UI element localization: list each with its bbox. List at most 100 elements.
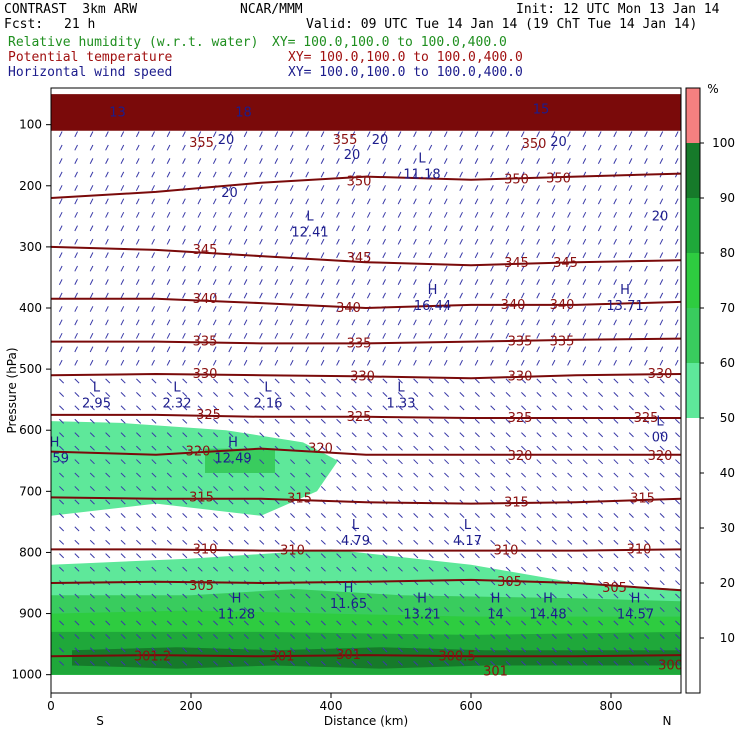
- wind-vector: [505, 131, 510, 138]
- wind-vector: [567, 660, 573, 666]
- wind-vector: [351, 292, 356, 299]
- wind-vector: [197, 378, 203, 384]
- wind-vector: [582, 445, 588, 451]
- wind-vector: [382, 144, 386, 151]
- wind-vector: [644, 620, 650, 626]
- wind-vector: [59, 418, 65, 424]
- wind-vector: [367, 378, 373, 384]
- wind-vector: [259, 472, 265, 478]
- wind-vector: [243, 346, 248, 353]
- wind-vector: [644, 198, 648, 205]
- wind-vector: [166, 332, 171, 339]
- wind-vector: [305, 131, 309, 138]
- wind-vector: [274, 265, 279, 272]
- wind-vector: [135, 238, 140, 245]
- wind-vector: [582, 319, 587, 326]
- wind-vector: [613, 432, 619, 438]
- wind-vector: [120, 131, 125, 138]
- wind-vector: [505, 660, 511, 666]
- wind-vector: [228, 292, 232, 299]
- wind-vector: [89, 292, 94, 299]
- wind-vector: [135, 252, 140, 259]
- wind-vector: [382, 660, 388, 666]
- wind-vector: [58, 144, 63, 151]
- wind-vector: [74, 459, 80, 465]
- wind-vector: [336, 144, 340, 151]
- extremum-marker: H: [428, 283, 438, 298]
- wind-vector: [305, 238, 309, 245]
- extremum-marker: H: [50, 436, 60, 451]
- wind-vector: [428, 432, 434, 438]
- wind-vector: [151, 418, 157, 424]
- wind-vector: [536, 445, 542, 451]
- wind-vector: [105, 620, 111, 626]
- wind-vector: [274, 539, 280, 545]
- wind-vector: [397, 238, 402, 245]
- wind-vector: [613, 332, 617, 339]
- field-legend-rh: Relative humidity (w.r.t. water): [8, 35, 259, 50]
- wind-vector: [151, 131, 155, 138]
- wind-vector: [413, 252, 417, 259]
- theta-isoline: [51, 172, 681, 199]
- wind-vector: [644, 279, 648, 286]
- wind-vector: [644, 459, 650, 465]
- wind-vector: [305, 332, 309, 339]
- wind-vector: [89, 225, 94, 232]
- wind-vector: [521, 459, 527, 465]
- wind-vector: [459, 265, 463, 272]
- wind-vector: [474, 332, 479, 339]
- wind-vector: [659, 418, 665, 424]
- wind-vector: [74, 607, 80, 613]
- wind-vector: [136, 432, 142, 438]
- wind-vector: [151, 332, 155, 339]
- wind-vector: [274, 405, 280, 411]
- y-tick-label: 900: [19, 607, 42, 621]
- wind-vector: [474, 238, 479, 245]
- wind-vector: [367, 472, 373, 478]
- wind-vector: [628, 539, 634, 545]
- wind-vector: [336, 185, 340, 191]
- wind-vector: [628, 211, 633, 218]
- wind-vector: [136, 486, 142, 492]
- wind-vector: [89, 445, 95, 451]
- wind-vector: [366, 238, 371, 245]
- wind-vector: [197, 332, 202, 339]
- wind-vector: [551, 238, 556, 245]
- theta-label: 301: [270, 649, 295, 664]
- wind-vector: [228, 225, 232, 232]
- wind-vector: [675, 405, 681, 411]
- wind-vector: [243, 566, 249, 572]
- theta-label: 330: [648, 367, 673, 382]
- y-tick-label: 100: [19, 118, 42, 132]
- y-tick-label: 400: [19, 301, 42, 315]
- wind-vector: [659, 131, 664, 138]
- wind-vector: [520, 306, 525, 312]
- wind-vector: [659, 332, 664, 339]
- wind-vector: [490, 131, 494, 138]
- wind-vector: [289, 144, 294, 151]
- colorbar-band: [686, 363, 700, 418]
- colorbar-tick-label: 80: [720, 246, 735, 260]
- wind-vector: [59, 633, 65, 639]
- wind-vector: [674, 198, 679, 205]
- wind-vector: [582, 633, 588, 639]
- wind-vector: [166, 553, 172, 559]
- wind-vector: [628, 158, 633, 165]
- wind-vector: [551, 553, 557, 559]
- wind-vector: [505, 391, 511, 397]
- wind-vector: [274, 486, 280, 492]
- wind-vector: [413, 144, 417, 151]
- wind-vector: [582, 647, 588, 653]
- theta-label: 345: [347, 251, 372, 266]
- wind-vector: [613, 633, 619, 639]
- wind-vector: [474, 633, 480, 639]
- wind-vector: [428, 486, 434, 492]
- extremum-value: 2.95: [82, 397, 111, 412]
- extremum-value: 11.18: [403, 168, 440, 183]
- wind-vector: [136, 418, 142, 424]
- wind-vector: [397, 198, 402, 205]
- wind-vector: [105, 185, 109, 191]
- wind-vector: [74, 378, 80, 384]
- wind-vector: [166, 238, 171, 245]
